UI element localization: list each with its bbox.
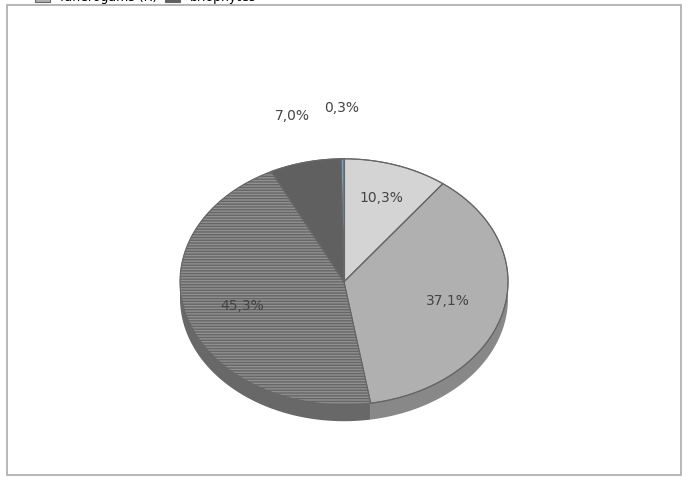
Polygon shape [344,184,508,403]
Text: 45,3%: 45,3% [221,299,264,313]
Polygon shape [271,159,344,282]
Polygon shape [344,159,443,282]
Text: 37,1%: 37,1% [426,294,469,308]
Polygon shape [180,171,371,405]
Text: 10,3%: 10,3% [360,191,403,205]
Polygon shape [341,159,344,282]
Polygon shape [371,276,508,420]
Polygon shape [180,276,371,421]
Legend: fanerogams (A), fanerogams (R), algae, briophytes, pteridophytes: fanerogams (A), fanerogams (R), algae, b… [35,0,376,4]
Text: 0,3%: 0,3% [325,100,359,115]
Text: 7,0%: 7,0% [275,109,310,123]
